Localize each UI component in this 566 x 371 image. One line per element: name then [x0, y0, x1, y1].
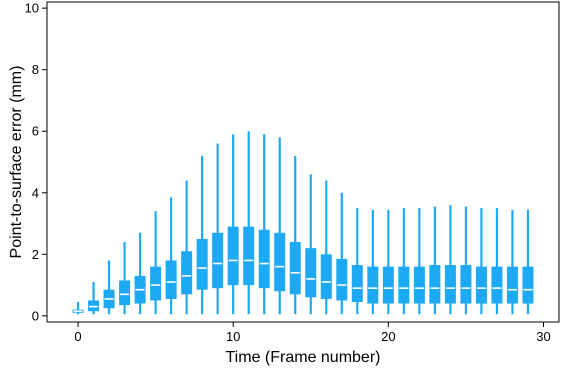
box-frame-0 — [72, 302, 84, 315]
box-frame-10 — [227, 134, 239, 315]
box-iqr — [119, 280, 131, 306]
box-iqr — [382, 266, 394, 304]
box-frame-3 — [119, 242, 131, 315]
box-frame-20 — [382, 209, 394, 315]
y-tick-label: 4 — [32, 185, 39, 200]
box-iqr — [243, 226, 255, 286]
box-iqr — [336, 258, 348, 301]
box-iqr — [212, 232, 224, 289]
y-tick-label: 0 — [32, 308, 39, 323]
box-iqr — [165, 260, 177, 299]
box-frame-14 — [289, 155, 301, 315]
box-iqr — [506, 266, 518, 304]
box-frame-19 — [367, 209, 379, 315]
box-frame-15 — [305, 174, 317, 315]
y-axis-label: Point-to-surface error (mm) — [8, 66, 25, 259]
plot-frame — [46, 1, 560, 323]
y-tick-label: 2 — [32, 247, 39, 262]
box-frame-13 — [274, 137, 286, 315]
box-iqr — [429, 265, 441, 304]
box-frame-1 — [88, 282, 100, 315]
box-iqr — [181, 251, 193, 295]
box-iqr — [351, 265, 363, 302]
box-iqr — [491, 266, 503, 304]
box-frame-16 — [320, 180, 332, 315]
y-tick-label: 8 — [32, 62, 39, 77]
box-frame-8 — [196, 155, 208, 315]
box-iqr — [305, 248, 317, 298]
box-frame-12 — [258, 134, 270, 315]
box-frame-27 — [491, 208, 503, 315]
box-series — [72, 131, 534, 315]
x-tick-label: 20 — [381, 329, 395, 344]
box-frame-22 — [413, 208, 425, 315]
box-iqr — [398, 266, 410, 304]
box-frame-21 — [398, 208, 410, 315]
box-frame-26 — [475, 208, 487, 315]
box-frame-7 — [181, 180, 193, 315]
x-axis-label: Time (Frame number) — [226, 349, 381, 366]
box-iqr — [274, 232, 286, 292]
box-frame-9 — [212, 143, 224, 315]
box-iqr — [413, 266, 425, 304]
box-frame-6 — [165, 197, 177, 315]
box-frame-17 — [336, 192, 348, 315]
box-iqr — [460, 265, 472, 304]
box-frame-29 — [522, 209, 534, 315]
box-frame-24 — [444, 205, 456, 315]
box-frame-25 — [460, 206, 472, 315]
x-axis-ticks: 0 10 20 30 — [74, 322, 551, 344]
y-tick-label: 10 — [25, 1, 39, 16]
box-iqr — [258, 229, 270, 289]
x-tick-label: 0 — [74, 329, 81, 344]
x-tick-label: 10 — [226, 329, 240, 344]
box-frame-28 — [506, 209, 518, 315]
box-frame-11 — [243, 131, 255, 315]
box-iqr — [320, 254, 332, 299]
box-iqr — [444, 265, 456, 304]
box-iqr — [522, 266, 534, 304]
x-tick-label: 30 — [536, 329, 550, 344]
box-iqr — [367, 266, 379, 304]
box-iqr — [196, 238, 208, 290]
box-frame-5 — [150, 211, 162, 315]
box-frame-18 — [351, 208, 363, 315]
box-iqr — [289, 242, 301, 295]
y-tick-label: 6 — [32, 124, 39, 139]
box-iqr — [227, 226, 239, 286]
box-iqr — [150, 266, 162, 301]
box-frame-4 — [134, 232, 146, 315]
box-iqr — [475, 266, 487, 304]
box-frame-23 — [429, 206, 441, 315]
box-frame-2 — [103, 260, 115, 315]
y-axis-ticks: 0 2 4 6 8 10 — [25, 1, 47, 323]
